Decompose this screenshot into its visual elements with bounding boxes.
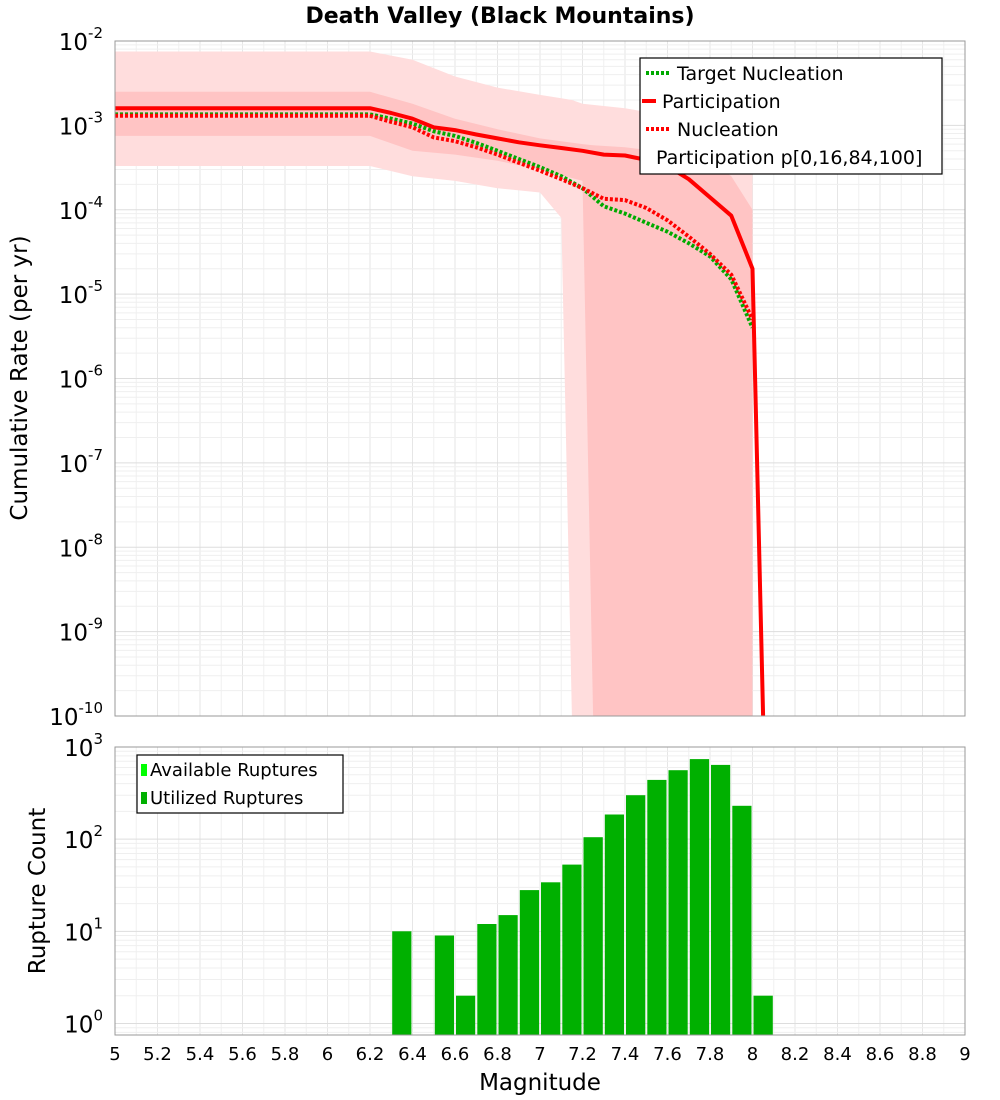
x-tick-label: 7 bbox=[534, 1044, 545, 1065]
x-tick-label: 7.6 bbox=[653, 1044, 682, 1065]
x-tick-label: 5.2 bbox=[143, 1044, 172, 1065]
x-tick-labels: 5 5.2 5.4 5.6 5.8 6 6.2 6.4 6.6 6.8 7 7.2 7.4 7.6 7.8 8… bbox=[109, 1044, 970, 1065]
cumulative-rate-plot: 10-2 10-3 10-4 10-5 10-6 10-7 10-8 10-9 10-10 Cu… bbox=[7, 24, 966, 731]
utilized-rupture-bar bbox=[456, 995, 476, 1035]
legend-label-nucleation: Nucleation bbox=[677, 119, 779, 141]
bottom-y-tick-label: 103 bbox=[64, 730, 103, 762]
top-y-tick-label: 10-3 bbox=[59, 108, 103, 140]
x-tick-label: 6.4 bbox=[398, 1044, 427, 1065]
utilized-rupture-bar bbox=[732, 805, 752, 1035]
rupture-bars bbox=[392, 759, 773, 1035]
utilized-rupture-bar bbox=[583, 837, 603, 1035]
rupture-count-plot: 103 102 101 100 5 5.2 5.4 5.6 5.8 6 6.2 6.4 6.6 6.8 7… bbox=[25, 730, 971, 1096]
bottom-y-tick-label: 102 bbox=[64, 822, 103, 854]
top-y-tick-label: 10-10 bbox=[49, 699, 103, 731]
legend-label-available: Available Ruptures bbox=[150, 760, 318, 781]
top-y-tick-label: 10-9 bbox=[59, 615, 103, 647]
x-tick-label: 8.6 bbox=[866, 1044, 895, 1065]
rate-lines bbox=[115, 106, 766, 717]
top-y-axis-title: Cumulative Rate (per yr) bbox=[7, 235, 33, 520]
legend-label-participation: Participation bbox=[662, 91, 781, 113]
bottom-y-tick-label: 100 bbox=[64, 1006, 103, 1038]
x-tick-label: 5.4 bbox=[186, 1044, 215, 1065]
legend-label-utilized: Utilized Ruptures bbox=[150, 788, 303, 809]
x-tick-label: 8.8 bbox=[908, 1044, 937, 1065]
utilized-rupture-bar bbox=[498, 915, 518, 1035]
legend-swatch-available bbox=[141, 764, 147, 776]
x-axis-title: Magnitude bbox=[479, 1070, 601, 1096]
x-tick-label: 6 bbox=[322, 1044, 333, 1065]
top-y-tick-label: 10-6 bbox=[59, 362, 103, 394]
utilized-rupture-bar bbox=[477, 924, 497, 1035]
utilized-rupture-bar bbox=[626, 795, 646, 1035]
x-tick-label: 5.6 bbox=[228, 1044, 257, 1065]
utilized-rupture-bar bbox=[562, 864, 582, 1035]
top-y-tick-label: 10-7 bbox=[59, 446, 103, 478]
legend-label-target-nucleation: Target Nucleation bbox=[676, 63, 844, 85]
utilized-rupture-bar bbox=[541, 882, 561, 1035]
top-y-tick-label: 10-2 bbox=[59, 24, 103, 56]
utilized-rupture-bar bbox=[689, 759, 710, 1035]
bottom-y-tick-label: 101 bbox=[64, 914, 103, 946]
x-tick-label: 7.4 bbox=[611, 1044, 640, 1065]
top-legend-box bbox=[639, 57, 943, 175]
nucleation-line bbox=[115, 113, 755, 321]
top-plot-frame bbox=[114, 40, 966, 717]
x-tick-label: 8.4 bbox=[823, 1044, 852, 1065]
band-p16-p84 bbox=[115, 91, 753, 717]
bottom-plot-frame bbox=[114, 746, 966, 1036]
top-y-tick-label: 10-8 bbox=[59, 530, 103, 562]
utilized-rupture-bar bbox=[668, 770, 688, 1035]
participation-bands bbox=[115, 51, 753, 717]
x-tick-label: 5 bbox=[109, 1044, 120, 1065]
utilized-rupture-bar bbox=[519, 890, 540, 1035]
utilized-rupture-bar bbox=[434, 935, 454, 1035]
x-tick-label: 8.2 bbox=[781, 1044, 810, 1065]
x-tick-label: 6.2 bbox=[356, 1044, 385, 1065]
top-y-tick-label: 10-4 bbox=[59, 193, 103, 225]
x-tick-label: 7.2 bbox=[568, 1044, 597, 1065]
legend-label-participation-percentiles: Participation p[0,16,84,100] bbox=[656, 147, 922, 169]
bottom-y-tick-labels: 103 102 101 100 bbox=[64, 730, 103, 1038]
bottom-legend: Available Ruptures Utilized Ruptures bbox=[136, 754, 344, 814]
utilized-rupture-bar bbox=[647, 779, 667, 1035]
utilized-rupture-bar bbox=[604, 814, 624, 1035]
target-nucleation-line bbox=[115, 112, 755, 329]
x-tick-label: 9 bbox=[959, 1044, 970, 1065]
utilized-rupture-bar bbox=[711, 764, 731, 1035]
x-tick-label: 6.8 bbox=[483, 1044, 512, 1065]
top-y-tick-label: 10-5 bbox=[59, 277, 103, 309]
x-tick-label: 8 bbox=[747, 1044, 758, 1065]
utilized-rupture-bar bbox=[753, 995, 773, 1035]
x-tick-label: 6.6 bbox=[441, 1044, 470, 1065]
x-tick-label: 7.8 bbox=[696, 1044, 725, 1065]
legend-swatch-utilized bbox=[141, 792, 147, 804]
utilized-rupture-bar bbox=[392, 931, 412, 1035]
top-y-tick-labels: 10-2 10-3 10-4 10-5 10-6 10-7 10-8 10-9 10-10 bbox=[49, 24, 103, 731]
participation-line bbox=[115, 106, 766, 717]
bottom-y-axis-title: Rupture Count bbox=[25, 808, 51, 974]
top-legend: Target Nucleation Participation Nucleati… bbox=[639, 57, 943, 175]
x-tick-label: 5.8 bbox=[271, 1044, 300, 1065]
bottom-legend-box bbox=[136, 754, 344, 814]
chart-title: Death Valley (Black Mountains) bbox=[305, 4, 694, 29]
